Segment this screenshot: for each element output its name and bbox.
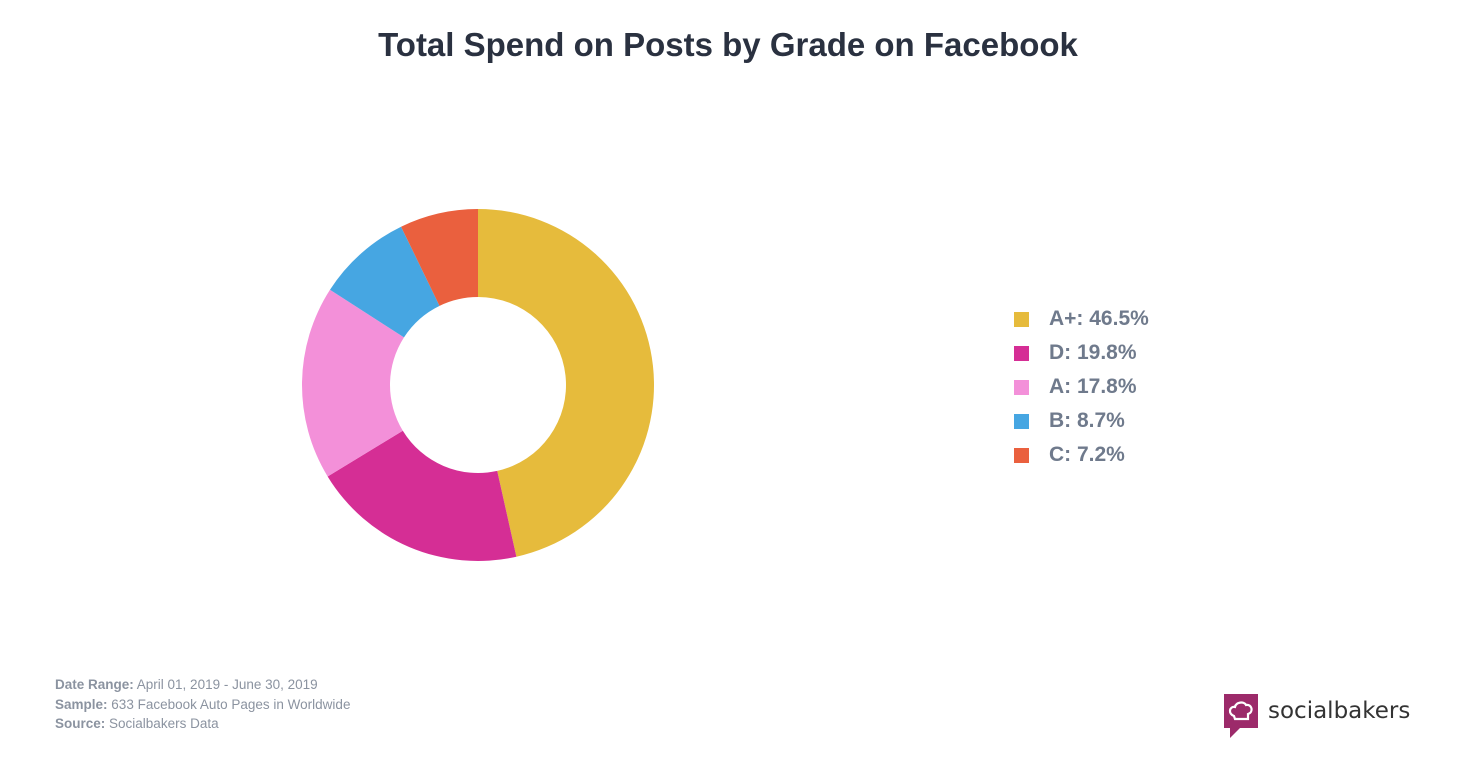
legend-swatch bbox=[1014, 379, 1029, 395]
legend-label: C: 7.2% bbox=[1049, 443, 1125, 466]
slice-b bbox=[329, 226, 440, 338]
source: Source: Socialbakers Data bbox=[55, 716, 219, 731]
legend-item: B: 8.7% bbox=[1014, 404, 1149, 438]
legend-item: A+: 46.5% bbox=[1014, 302, 1149, 336]
chart-title: Total Spend on Posts by Grade on Faceboo… bbox=[378, 26, 1078, 63]
chef-hat-icon bbox=[1224, 694, 1258, 738]
legend-item: D: 19.8% bbox=[1014, 336, 1149, 370]
legend-swatch bbox=[1014, 413, 1029, 429]
legend-item: A: 17.8% bbox=[1014, 370, 1149, 404]
slice-a bbox=[301, 289, 404, 477]
slice-a-plus bbox=[478, 209, 655, 557]
footer-notes: Date Range: April 01, 2019 - June 30, 20… bbox=[55, 675, 350, 734]
slice-c bbox=[401, 209, 478, 306]
legend-swatch bbox=[1014, 345, 1029, 361]
legend-label: B: 8.7% bbox=[1049, 409, 1125, 432]
date-range: Date Range: April 01, 2019 - June 30, 20… bbox=[55, 677, 318, 692]
socialbakers-logo: socialbakers bbox=[1224, 694, 1410, 738]
legend: A+: 46.5% D: 19.8% A: 17.8% B: 8.7% C: 7.2% bbox=[1014, 302, 1149, 472]
legend-label: D: 19.8% bbox=[1049, 341, 1137, 364]
sample: Sample: 633 Facebook Auto Pages in World… bbox=[55, 696, 351, 712]
legend-swatch bbox=[1014, 311, 1029, 327]
legend-label: A+: 46.5% bbox=[1049, 307, 1149, 330]
legend-item: C: 7.2% bbox=[1014, 438, 1149, 472]
legend-label: A: 17.8% bbox=[1049, 375, 1137, 398]
slice-d bbox=[327, 430, 517, 561]
legend-swatch bbox=[1014, 447, 1029, 463]
